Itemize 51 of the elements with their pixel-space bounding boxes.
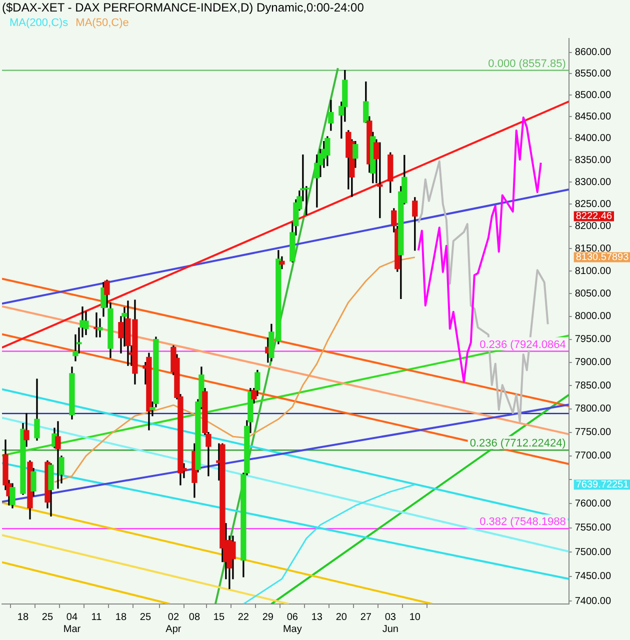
y-tick-label: 8550.00	[574, 68, 612, 80]
y-tick-label: 7400.00	[574, 596, 612, 607]
y-tick-label: 8400.00	[574, 133, 612, 144]
x-tick-label: 29	[262, 612, 274, 623]
y-tick-label: 8450.00	[574, 111, 612, 122]
x-tick-label: 22	[238, 612, 250, 623]
ref-line-label: 0.236 (7712.22424)	[470, 438, 566, 450]
text: 8222.46	[576, 211, 612, 222]
y-tick-label: 8350.00	[574, 154, 612, 166]
y-tick-label: 7450.00	[574, 571, 612, 582]
ref-line-label: 0.000 (8557.85)	[488, 58, 566, 70]
x-tick-label: 18	[115, 612, 127, 623]
y-tick-label: 8000.00	[574, 311, 612, 322]
y-tick-label: 8250.00	[574, 198, 612, 210]
x-tick-label: 15	[213, 612, 225, 623]
y-tick-label: 8300.00	[574, 176, 612, 188]
y-tick-label: 7600.00	[574, 498, 612, 510]
y-tick-label: 7800.00	[574, 404, 612, 415]
y-tick-label: 7850.00	[574, 380, 612, 392]
text: 8130.57893	[576, 252, 630, 264]
y-tick-label: 7900.00	[574, 357, 612, 368]
y-tick-label: 7750.00	[574, 427, 612, 438]
x-tick-label: 25	[140, 612, 152, 623]
y-tick-label: 8150.00	[574, 243, 612, 254]
x-tick-label: 08	[188, 612, 200, 623]
text: MA(50,C)e	[76, 16, 129, 29]
x-tick-label: 20	[336, 612, 348, 623]
y-tick-label: 7700.00	[574, 450, 612, 462]
text: MA(200,C)s	[10, 16, 69, 29]
y-tick-label: 7950.00	[574, 334, 612, 346]
y-tick-label: 8050.00	[574, 288, 612, 300]
x-tick-label: 10	[409, 612, 421, 623]
x-tick-label: 25	[42, 612, 54, 623]
text: 7639.72251	[576, 479, 630, 490]
x-tick-label: 02 Apr	[166, 612, 182, 635]
y-tick-label: 7550.00	[574, 522, 612, 534]
x-tick-label: 13	[311, 612, 323, 623]
chart-title: ($DAX-XET - DAX PERFORMANCE-INDEX,D) Dynamic,0:00-24:00	[2, 0, 364, 15]
x-tick-label: 04 Mar	[63, 612, 82, 635]
x-tick-label: 18	[17, 612, 29, 623]
y-tick-label: 8100.00	[574, 266, 612, 277]
y-tick-label: 8600.00	[574, 47, 612, 58]
x-tick-label: 03 Jun	[382, 612, 398, 635]
y-tick-label: 8500.00	[574, 90, 612, 101]
ref-line-label: 0.236 (7924.0864	[480, 338, 566, 351]
y-tick-label: 7500.00	[574, 546, 612, 558]
y-tick-label: 8200.00	[574, 221, 612, 232]
x-tick-label: 06 May	[282, 612, 302, 635]
x-tick-label: 11	[91, 612, 102, 623]
x-tick-label: 27	[360, 612, 372, 623]
ref-line-label: 0.382 (7548.1988	[480, 516, 566, 528]
